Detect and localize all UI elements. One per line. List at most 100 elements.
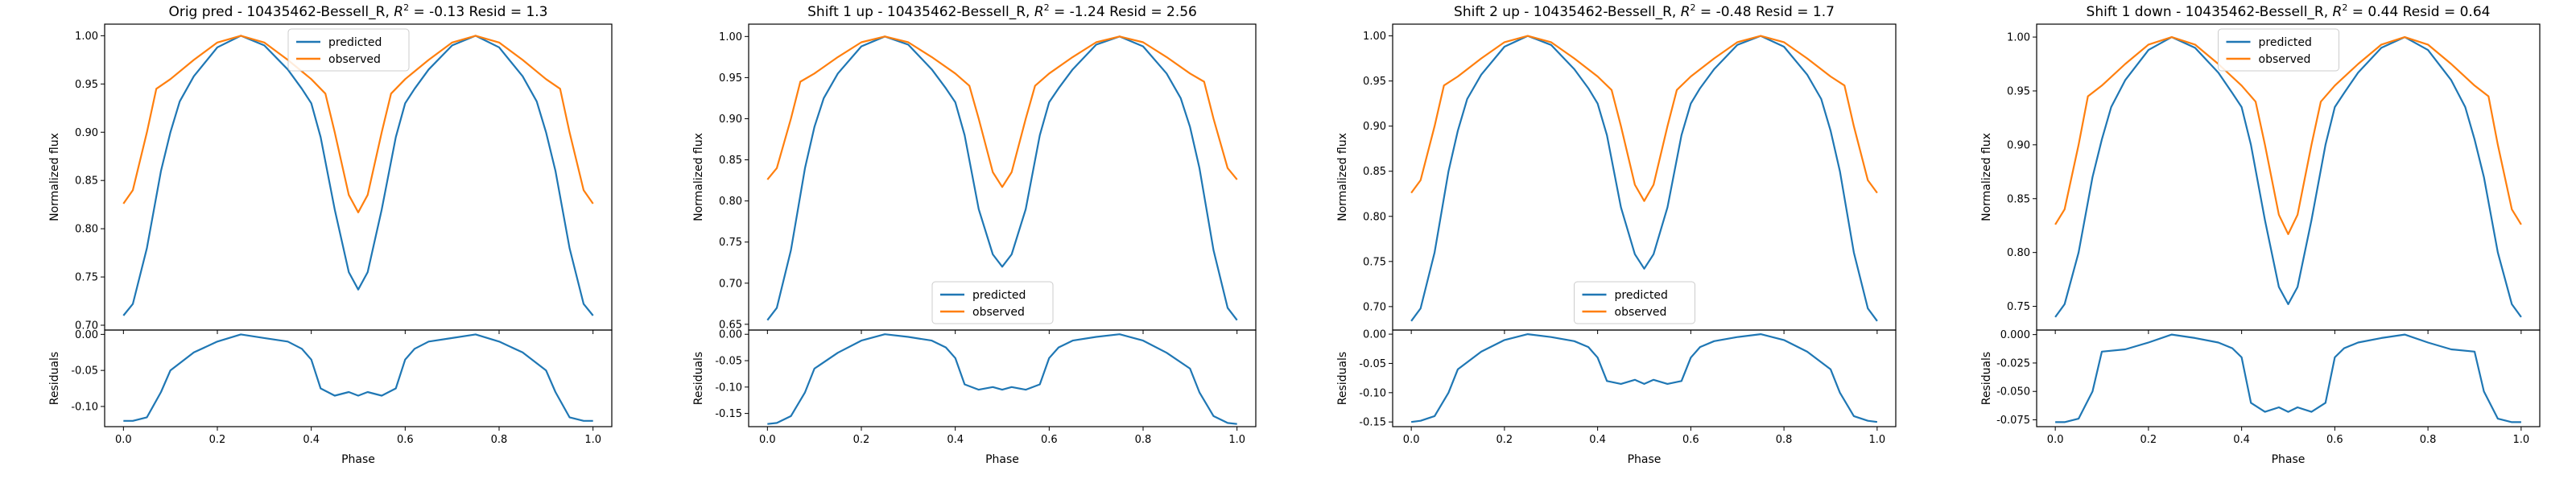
x-tick-label: 1.0: [584, 434, 601, 446]
residual-axes-frame: [2036, 329, 2541, 427]
x-tick-label: 0.0: [2047, 434, 2064, 446]
subplot-2: Shift 1 up - 10435462-Bessell_R, R2 = -1…: [692, 2, 1257, 466]
y-tick-label: 0.90: [2007, 139, 2030, 151]
series-line-residual: [123, 333, 593, 422]
resid-tick-label: -0.15: [1359, 417, 1386, 429]
resid-tick-label: 0.00: [719, 329, 742, 341]
x-tick-label: 0.8: [1135, 434, 1152, 446]
series-line-residual: [2055, 333, 2521, 423]
legend: predicted observed: [2218, 28, 2339, 72]
legend: predicted observed: [287, 28, 410, 72]
x-tick-label: 0.2: [2140, 434, 2157, 446]
resid-tick-label: 0.00: [1363, 329, 1386, 341]
y-tick-label: 0.90: [75, 127, 98, 139]
x-tick-label: 0.0: [115, 434, 132, 446]
x-tick-label: 0.0: [759, 434, 776, 446]
y-tick-label: 0.80: [75, 224, 98, 236]
residual-axis-label: Residuals: [1980, 352, 1993, 405]
x-tick-label: 0.4: [2233, 434, 2250, 446]
series-line-predicted: [2054, 35, 2522, 318]
y-tick-label: 0.65: [719, 319, 742, 331]
legend: predicted observed: [1574, 281, 1695, 324]
y-tick-label: 0.85: [1363, 166, 1386, 178]
y-tick-label: 0.95: [2007, 85, 2030, 97]
x-tick-label: 0.2: [853, 434, 870, 446]
resid-tick-label: -0.05: [715, 356, 742, 368]
y-tick-label: 0.95: [75, 79, 98, 91]
y-tick-label: 0.90: [1363, 121, 1386, 133]
legend-box: [931, 281, 1054, 324]
legend-box: [2218, 28, 2339, 72]
y-tick-label: 0.75: [75, 272, 98, 284]
x-tick-label: 0.0: [1403, 434, 1420, 446]
x-tick-label: 0.8: [1776, 434, 1793, 446]
y-tick-label: 1.00: [719, 31, 742, 43]
resid-tick-label: -0.075: [1996, 415, 2030, 427]
chart-title: Shift 1 up - 10435462-Bessell_R, R2 = -1…: [807, 2, 1197, 20]
y-tick-label: 0.75: [2007, 301, 2030, 313]
y-axis-label: Normalized flux: [48, 133, 61, 221]
series-line-observed: [2054, 35, 2522, 235]
y-axis-label: Normalized flux: [692, 133, 705, 221]
resid-tick-label: -0.05: [1359, 358, 1386, 370]
y-axis-label: Normalized flux: [1336, 133, 1349, 221]
resid-tick-label: -0.10: [71, 401, 98, 413]
resid-tick-label: 0.00: [75, 329, 98, 341]
x-tick-label: 1.0: [1228, 434, 1245, 446]
y-tick-label: 0.70: [75, 320, 98, 332]
y-tick-label: 1.00: [75, 31, 98, 43]
subplot-3: Shift 2 up - 10435462-Bessell_R, R2 = -0…: [1336, 2, 1897, 466]
legend-box: [1574, 281, 1695, 324]
y-tick-label: 0.70: [719, 278, 742, 290]
y-tick-label: 0.70: [1363, 301, 1386, 313]
resid-tick-label: -0.15: [715, 408, 742, 420]
series-line-residual: [767, 333, 1237, 425]
legend-label-observed: observed: [328, 53, 381, 66]
x-axis-label: Phase: [2272, 453, 2306, 466]
legend-label-observed: observed: [2259, 53, 2311, 66]
y-tick-label: 0.90: [719, 114, 742, 126]
resid-tick-label: 0.000: [2000, 329, 2030, 341]
y-tick-label: 0.95: [719, 72, 742, 85]
residual-axes-frame: [104, 329, 613, 427]
series-line-observed: [1410, 35, 1878, 202]
x-tick-label: 0.6: [1682, 434, 1699, 446]
y-tick-label: 1.00: [2007, 32, 2030, 44]
resid-tick-label: -0.05: [71, 365, 98, 378]
legend-label-observed: observed: [972, 306, 1025, 319]
x-axis-label: Phase: [341, 453, 375, 466]
y-tick-label: 1.00: [1363, 31, 1386, 43]
y-tick-label: 0.85: [75, 175, 98, 188]
x-tick-label: 0.4: [303, 434, 320, 446]
series-line-residual: [1410, 333, 1878, 423]
x-axis-label: Phase: [1628, 453, 1662, 466]
x-tick-label: 0.6: [1041, 434, 1058, 446]
series-line-observed: [122, 35, 594, 213]
x-tick-label: 0.8: [491, 434, 508, 446]
x-tick-label: 0.6: [397, 434, 414, 446]
y-tick-label: 0.85: [719, 155, 742, 167]
series-line-observed: [766, 35, 1238, 188]
chart-title: Orig pred - 10435462-Bessell_R, R2 = -0.…: [168, 2, 547, 20]
series-line-predicted: [766, 35, 1238, 321]
y-axis-label: Normalized flux: [1980, 133, 1993, 221]
residual-axis-label: Residuals: [48, 352, 61, 405]
residual-axes-frame: [748, 329, 1257, 427]
x-tick-label: 0.2: [209, 434, 226, 446]
x-tick-label: 1.0: [1869, 434, 1886, 446]
residual-axes-frame: [1392, 329, 1897, 427]
y-tick-label: 0.80: [719, 196, 742, 208]
x-tick-label: 0.2: [1496, 434, 1513, 446]
y-tick-label: 0.75: [1363, 256, 1386, 268]
resid-tick-label: -0.025: [1996, 357, 2030, 369]
legend-label-predicted: predicted: [328, 36, 382, 49]
y-tick-label: 0.80: [1363, 211, 1386, 223]
residual-axis-label: Residuals: [692, 352, 705, 405]
x-tick-label: 0.6: [2326, 434, 2343, 446]
resid-tick-label: -0.10: [1359, 387, 1386, 399]
x-axis-label: Phase: [985, 453, 1019, 466]
subplot-4: Shift 1 down - 10435462-Bessell_R, R2 = …: [1980, 2, 2541, 466]
x-tick-label: 1.0: [2513, 434, 2530, 446]
legend: predicted observed: [931, 281, 1054, 324]
